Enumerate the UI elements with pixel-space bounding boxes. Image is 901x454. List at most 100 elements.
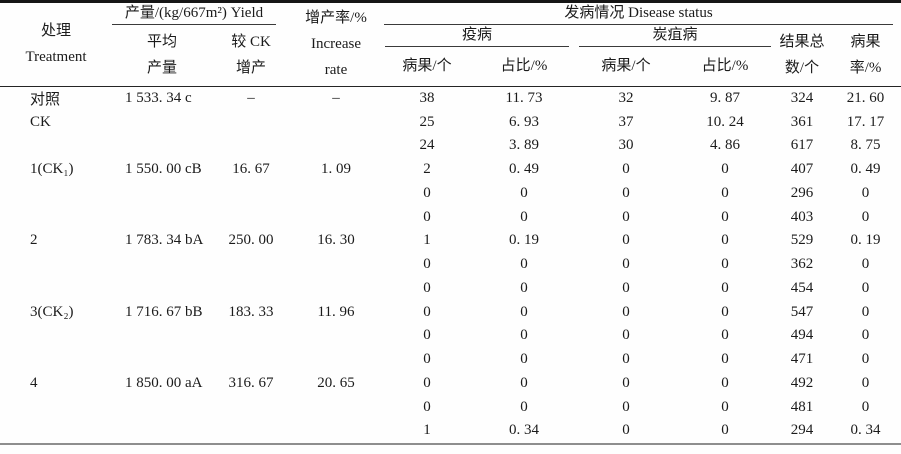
cell: 361 [790, 113, 814, 130]
cell: 0 [520, 351, 528, 368]
table-body: 对照 1 533. 34 c – –38 11. 73 32 9. 87 324 21. 60 C… [0, 85, 901, 445]
cell: 0 [721, 232, 729, 249]
cell: 0 [721, 256, 729, 273]
cell: 20. 65 [317, 374, 355, 391]
cell: 3. 89 [509, 137, 539, 154]
cell: 0 [861, 303, 870, 320]
table-header: 处理 Treatment 产量/(kg/667m²) Yield 增产率/% I… [0, 2, 901, 87]
cell: 0 [423, 303, 431, 320]
cell: 0 [721, 279, 729, 296]
table-row: 3(CK₂) 1 716. 67 bB 183. 33 11. 96 0 0 0 0 547 0 [0, 300, 901, 324]
cell: 2 [423, 161, 431, 178]
header-anthracnose-diseased-fruit: 病果/个 [601, 58, 651, 75]
cell [212, 253, 290, 277]
cell [290, 205, 382, 229]
cell: 0 [721, 351, 729, 368]
cell: 对照 [0, 85, 112, 111]
cell [290, 395, 382, 419]
header-anthracnose: 炭疽病 [576, 25, 774, 47]
cell: 0 [622, 161, 630, 178]
cell: 0 [861, 327, 870, 344]
cell: 296 [790, 184, 814, 201]
cell [290, 348, 382, 372]
cell: 0 [423, 327, 431, 344]
cell: 1 550. 00 cB [125, 161, 202, 178]
cell: 0 [520, 256, 528, 273]
cell: 11. 73 [472, 85, 576, 111]
cell: 16. 67 [232, 161, 270, 178]
cell: 1 783. 34 bA [125, 232, 204, 249]
cell: 617 [790, 137, 814, 154]
cell [112, 324, 212, 348]
cell [112, 277, 212, 301]
cell: 183. 33 [228, 303, 274, 320]
cell: – [290, 85, 382, 111]
table-row: CK 25 6. 93 37 10. 24 361 17. 17 [0, 110, 901, 134]
cell [290, 134, 382, 158]
cell: 0 [520, 374, 528, 391]
header-increase-rate: 增产率/% Increase rate [305, 10, 367, 79]
table-row: 0 0 0 0 454 0 [0, 277, 901, 301]
cell: 362 [790, 256, 814, 273]
cell: 492 [790, 374, 814, 391]
cell: 1 [423, 232, 431, 249]
cell: 3(CK₂) [30, 303, 74, 320]
cell: 4. 86 [710, 137, 740, 154]
cell: 0 [622, 374, 630, 391]
cell: 0 [721, 374, 729, 391]
cell [112, 348, 212, 372]
table-row: 24 3. 89 30 4. 86 617 8. 75 [0, 134, 901, 158]
cell: 17. 17 [846, 113, 885, 130]
cell [212, 182, 290, 206]
cell [212, 348, 290, 372]
cell [290, 253, 382, 277]
table-row: 2 1 783. 34 bA 250. 00 16. 30 1 0. 19 0 0 529 0. … [0, 229, 901, 253]
cell: 1. 09 [321, 161, 351, 178]
cell [112, 395, 212, 419]
cell [212, 205, 290, 229]
cell: 0 [423, 374, 431, 391]
cell: 9. 87 [676, 85, 774, 111]
table-row: 0 0 0 0 494 0 [0, 324, 901, 348]
cell [0, 182, 112, 206]
cell: 0 [622, 303, 630, 320]
cell [0, 253, 112, 277]
cell: 30 [618, 137, 634, 154]
table-row: 1(CK₁) 1 550. 00 cB 16. 67 1. 09 2 0. 49 0 0 407… [0, 158, 901, 182]
cell: 0 [721, 327, 729, 344]
cell: 547 [790, 303, 814, 320]
cell: 1(CK₁) [30, 161, 74, 178]
header-treatment: 处理 Treatment [0, 2, 112, 87]
cell: 403 [790, 208, 814, 225]
cell: 454 [790, 279, 814, 296]
cell: 0 [861, 184, 870, 201]
cell: 4 [30, 374, 38, 391]
cell: 0 [721, 303, 729, 320]
cell: 25 [419, 113, 435, 130]
cell: 0 [622, 279, 630, 296]
cell: 324 [774, 85, 830, 111]
cell: 0 [622, 184, 630, 201]
cell: 11. 96 [317, 303, 355, 320]
cell: – [212, 85, 290, 111]
cell [0, 134, 112, 158]
header-row-2: 平均 产量 较 CK 增产 疫病 炭疽病 [0, 25, 901, 76]
cell [212, 134, 290, 158]
cell: 0. 19 [850, 232, 881, 249]
cell: 316. 67 [228, 374, 274, 391]
header-diseased-rate: 病果 率/% [849, 34, 882, 77]
cell: 1 716. 67 bB [125, 303, 203, 320]
cell: 32 [576, 85, 676, 111]
cell: 0 [861, 374, 870, 391]
cell: 0. 34 [472, 419, 576, 445]
cell: 10. 24 [706, 113, 744, 130]
header-total-fruit: 结果总 数/个 [779, 34, 825, 77]
cell: 0 [423, 351, 431, 368]
cell: 0 [721, 208, 729, 225]
cell: 0 [423, 256, 431, 273]
cell [112, 134, 212, 158]
header-vs-ck: 较 CK 增产 [231, 34, 271, 77]
cell: 0 [721, 161, 729, 178]
cell: 6. 93 [509, 113, 539, 130]
cell [112, 253, 212, 277]
